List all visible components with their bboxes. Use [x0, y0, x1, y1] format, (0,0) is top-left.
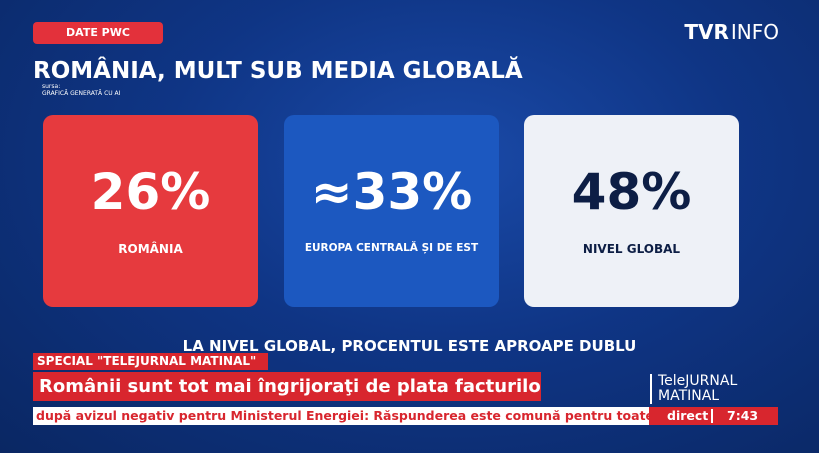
live-label: direct	[667, 408, 709, 423]
kicker: SPECIAL "TELEJURNAL MATINAL"	[33, 353, 268, 370]
source-text: GRAFICĂ GENERATĂ CU AI	[42, 90, 121, 97]
source-label: sursa:	[42, 83, 61, 90]
stat-label: NIVEL GLOBAL	[582, 242, 681, 256]
stat-card: 26% ROMÂNIA	[43, 115, 258, 307]
logo-sub: INFO	[730, 20, 779, 44]
clock: 7:43	[727, 408, 759, 423]
stat-value: 48%	[571, 163, 692, 221]
stat-card: ≈33% EUROPA CENTRALĂ ȘI DE EST	[284, 115, 499, 307]
caption: LA NIVEL GLOBAL, PROCENTUL ESTE APROAPE …	[182, 337, 637, 355]
tag: DATE PWC	[33, 22, 163, 44]
show-name: TeleJURNAL	[658, 373, 738, 389]
stat-value: 26%	[90, 163, 211, 221]
stat-value: ≈33%	[310, 163, 473, 221]
logo: TVR INFO	[684, 20, 779, 44]
logo-brand: TVR	[684, 20, 729, 44]
title: ROMÂNIA, MULT SUB MEDIA GLOBALĂ	[33, 58, 523, 84]
headline: Românii sunt tot mai îngrijoraţi de plat…	[33, 372, 541, 401]
show-name: MATINAL	[658, 388, 720, 404]
ticker: după avizul negativ pentru Ministerul En…	[33, 407, 649, 425]
stat-label: EUROPA CENTRALĂ ȘI DE EST	[304, 242, 479, 254]
show-logo: TeleJURNAL MATINAL	[650, 374, 737, 404]
stat-label: ROMÂNIA	[118, 242, 183, 256]
separator	[711, 409, 713, 423]
live-box: direct 7:43	[649, 407, 778, 425]
stat-card: 48% NIVEL GLOBAL	[524, 115, 739, 307]
